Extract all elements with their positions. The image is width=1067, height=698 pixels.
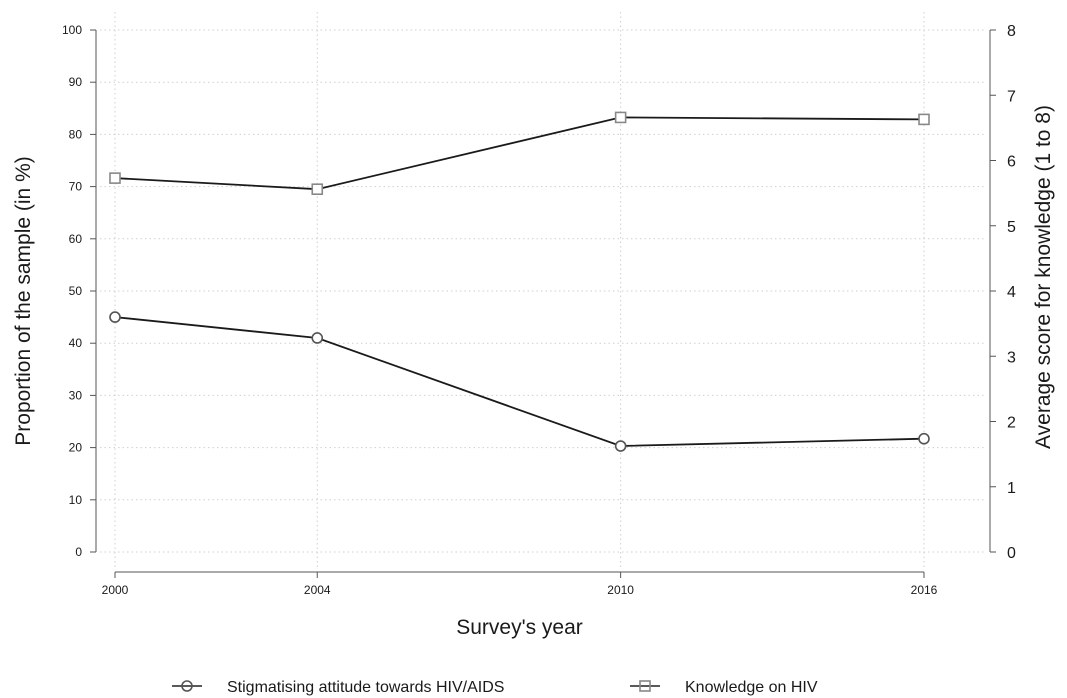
data-point-stigma: [918, 432, 930, 445]
y-tick-label-right: 2: [1007, 415, 1016, 432]
y-axis-title-left: Proportion of the sample (in %): [12, 156, 35, 445]
y-tick-label-left: 10: [69, 493, 83, 507]
y-tick-label-left: 70: [69, 180, 83, 194]
legend-marker-square: [639, 680, 651, 692]
x-tick-label: 2000: [102, 583, 129, 597]
y-tick-label-right: 8: [1007, 23, 1016, 40]
y-tick-label-right: 7: [1007, 88, 1016, 105]
y-tick-label-left: 80: [69, 127, 83, 141]
series-line-stigma: [114, 316, 925, 447]
data-point-stigma: [109, 311, 121, 323]
gridlines: [100, 12, 986, 568]
legend-marker-circle: [181, 680, 193, 692]
series: [109, 111, 930, 452]
legend-label-knowledge: Knowledge on HIV: [685, 679, 818, 696]
legend-item-stigma: Stigmatising attitude towards HIV/AIDS: [172, 679, 504, 696]
y-tick-label-left: 0: [75, 545, 82, 559]
x-tick-label: 2016: [911, 583, 938, 597]
data-point-knowledge: [311, 183, 324, 196]
series-line-knowledge: [114, 116, 925, 191]
y-tick-label-left: 50: [69, 284, 83, 298]
x-tick-label: 2010: [607, 583, 634, 597]
data-point-stigma: [614, 440, 627, 452]
y-axis-title-right: Average score for knowledge (1 to 8): [1032, 105, 1055, 449]
x-tick-label: 2004: [304, 583, 331, 597]
y-tick-label-right: 5: [1007, 219, 1016, 236]
axes: 0 10 20 30 40 50 60 70 80 90 100 0 1 2 3 4 5 6 7 8 2000 2004 2…: [62, 23, 1016, 597]
y-tick-label-left: 90: [69, 75, 83, 89]
legend: Stigmatising attitude towards HIV/AIDS K…: [172, 679, 818, 696]
legend-label-stigma: Stigmatising attitude towards HIV/AIDS: [227, 679, 504, 696]
y-tick-label-right: 4: [1007, 284, 1016, 301]
x-axis-title: Survey's year: [456, 616, 583, 639]
y-tick-label-left: 40: [69, 336, 83, 350]
data-point-knowledge: [918, 113, 930, 126]
y-tick-label-left: 30: [69, 388, 83, 402]
y-tick-label-right: 0: [1007, 545, 1016, 562]
y-tick-label-left: 60: [69, 232, 83, 246]
legend-item-knowledge: Knowledge on HIV: [630, 679, 818, 696]
data-point-knowledge: [614, 111, 627, 124]
data-point-knowledge: [109, 172, 121, 184]
y-tick-label-left: 20: [69, 441, 83, 455]
y-tick-label-right: 1: [1007, 480, 1016, 497]
data-point-stigma: [311, 332, 324, 344]
y-tick-label-left: 100: [62, 23, 82, 37]
y-tick-label-right: 6: [1007, 154, 1016, 171]
y-tick-label-right: 3: [1007, 349, 1016, 366]
